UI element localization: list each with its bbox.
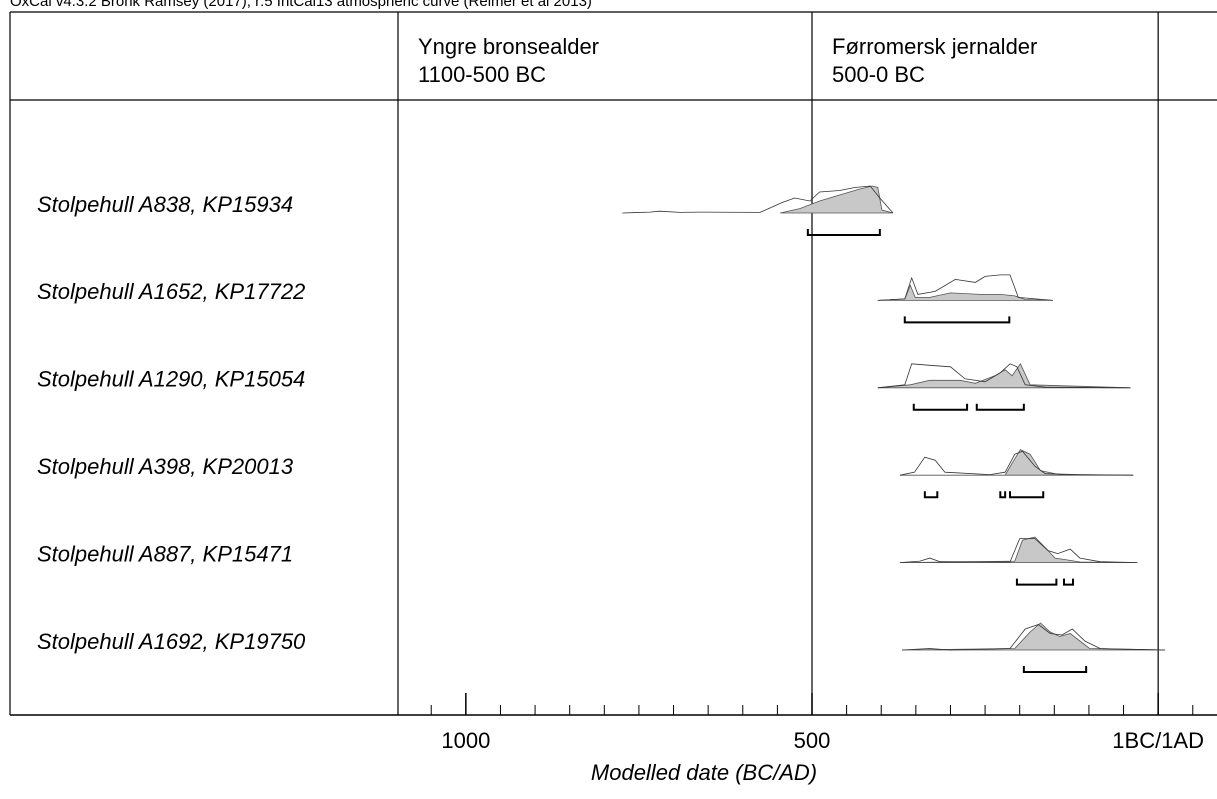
prior-distribution bbox=[901, 624, 1166, 651]
prior-distribution bbox=[899, 538, 1138, 563]
posterior-distribution bbox=[780, 185, 894, 214]
row-label: Stolpehull A838, KP15934 bbox=[37, 192, 293, 217]
range-bracket bbox=[999, 491, 1007, 499]
row-label: Stolpehull A1692, KP19750 bbox=[37, 629, 306, 654]
posterior-distribution bbox=[901, 622, 1166, 651]
row-label: Stolpehull A1290, KP15054 bbox=[37, 367, 305, 392]
x-tick-label: 500 bbox=[794, 728, 831, 753]
range-bracket bbox=[806, 229, 881, 236]
range-bracket bbox=[1022, 666, 1088, 673]
x-tick-label: 1000 bbox=[441, 728, 490, 753]
period-dates: 1100-500 BC bbox=[418, 62, 546, 87]
range-bracket bbox=[912, 403, 969, 411]
period-name: Yngre bronsealder bbox=[418, 34, 599, 59]
prior-distribution bbox=[622, 185, 894, 214]
posterior-distribution bbox=[877, 284, 1053, 301]
period-dates: 500-0 BC bbox=[832, 62, 925, 87]
range-bracket bbox=[1063, 578, 1074, 586]
x-axis-label: Modelled date (BC/AD) bbox=[591, 760, 817, 785]
period-name: Førromersk jernalder bbox=[832, 34, 1037, 59]
row-label: Stolpehull A398, KP20013 bbox=[37, 454, 294, 479]
range-bracket bbox=[975, 403, 1025, 411]
row-label: Stolpehull A887, KP15471 bbox=[37, 541, 293, 566]
range-bracket bbox=[1015, 578, 1058, 586]
prior-distribution bbox=[877, 274, 1053, 301]
x-tick-label: 1BC/1AD bbox=[1112, 728, 1204, 753]
posterior-distribution bbox=[877, 362, 1131, 389]
range-bracket bbox=[1009, 491, 1045, 499]
range-bracket bbox=[903, 316, 1011, 324]
chart-title: OxCal v4.3.2 Bronk Ramsey (2017); r:5 In… bbox=[10, 0, 592, 10]
prior-distribution bbox=[899, 450, 1134, 476]
range-bracket bbox=[923, 491, 939, 499]
row-label: Stolpehull A1652, KP17722 bbox=[37, 279, 305, 304]
prior-distribution bbox=[877, 363, 1131, 389]
